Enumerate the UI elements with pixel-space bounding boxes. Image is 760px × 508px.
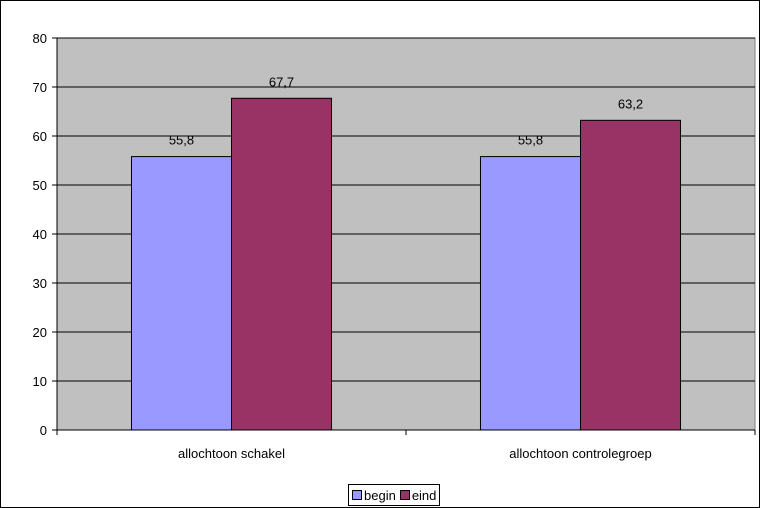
legend-entry-begin: begin: [352, 488, 396, 503]
bar-chart: 0 10 20 30 40 50 60 70 80 55,8 67,7 allochtoon scha…: [33, 31, 756, 461]
data-label: 55,8: [518, 133, 543, 148]
y-tick-label: 20: [33, 325, 47, 340]
y-tick-label: 40: [33, 227, 47, 242]
data-label: 67,7: [269, 74, 294, 89]
legend-label-eind: eind: [411, 487, 437, 503]
data-label: 55,8: [169, 133, 194, 148]
legend-swatch-eind: [399, 490, 410, 500]
y-tick-label: 10: [33, 374, 47, 389]
y-tick-label: 30: [33, 276, 47, 291]
axes: [52, 37, 756, 435]
bar-eind-1: [231, 97, 333, 431]
y-tick-label: 0: [40, 423, 47, 438]
legend-label-begin: begin: [364, 487, 396, 503]
data-label: 63,2: [618, 96, 643, 111]
bar-begin-2: [479, 156, 581, 431]
labels: 0 10 20 30 40 50 60 70 80 55,8 67,7 allochtoon scha…: [33, 31, 652, 461]
x-category-label: allochtoon controlegroep: [509, 446, 651, 461]
y-tick-label: 60: [33, 129, 47, 144]
legend: begin eind: [348, 484, 441, 506]
bars: [130, 97, 682, 431]
legend-swatch-begin: [352, 490, 362, 500]
y-tick-label: 50: [33, 178, 47, 193]
bar-eind-2: [580, 119, 682, 431]
y-tick-label: 80: [33, 31, 47, 46]
y-tick-label: 70: [33, 80, 47, 95]
legend-entry-eind: eind: [399, 487, 437, 503]
x-category-label: allochtoon schakel: [178, 446, 285, 461]
bar-begin-1: [130, 156, 232, 431]
